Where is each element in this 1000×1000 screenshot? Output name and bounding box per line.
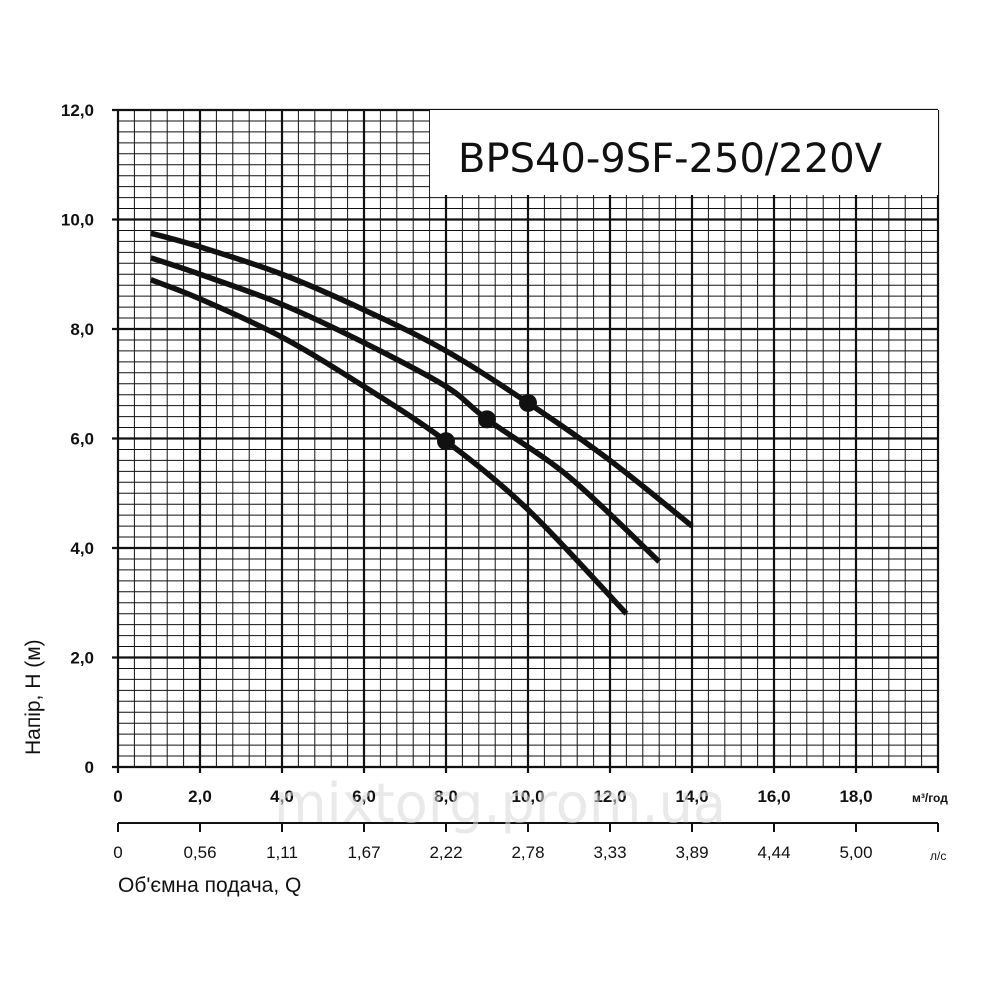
x-tick-label: 10,0	[511, 787, 544, 806]
x-tick-label: 4,0	[270, 787, 294, 806]
x2-tick-label: 3,89	[675, 843, 708, 862]
x2-unit-label: л/с	[930, 849, 946, 863]
secondary-x-axis	[117, 822, 939, 832]
curves	[149, 230, 694, 616]
x2-tick-label: 1,11	[266, 843, 298, 862]
chart-title: BPS40-9SF-250/220V	[458, 136, 883, 182]
y-tick-label: 0	[85, 758, 94, 777]
x-tick-label: 18,0	[839, 787, 872, 806]
operating-point-1	[519, 393, 537, 412]
y-tick-label: 8,0	[70, 320, 94, 339]
y-axis-title: Напір, Н (м)	[22, 639, 45, 755]
x-tick-label: 0	[113, 787, 122, 806]
x2-tick-label: 5,00	[839, 843, 872, 862]
x-unit-label: м³/год	[912, 791, 948, 805]
x-tick-label: 6,0	[352, 787, 376, 806]
x2-tick-label: 2,22	[429, 843, 462, 862]
y-tick-label: 2,0	[70, 649, 94, 668]
x2-tick-label: 1,67	[347, 843, 380, 862]
x2-tick-label: 4,44	[757, 843, 790, 862]
x-tick-label: 14,0	[675, 787, 708, 806]
series-line-3	[149, 277, 629, 616]
y-tick-label: 4,0	[70, 539, 94, 558]
y-tick-label: 6,0	[70, 430, 94, 449]
x2-tick-label: 3,33	[593, 843, 626, 862]
operating-point-3	[437, 432, 455, 451]
x-axis-title: Об'ємна подача, Q	[118, 874, 301, 897]
operating-point-2	[478, 410, 496, 429]
y-tick-label: 12,0	[61, 101, 94, 120]
x2-tick-label: 0	[113, 843, 122, 862]
x-tick-label: 12,0	[593, 787, 626, 806]
major-grid	[112, 108, 940, 773]
x-tick-label: 8,0	[434, 787, 458, 806]
title-box	[430, 110, 938, 195]
x2-tick-label: 0,56	[183, 843, 216, 862]
series-line-1	[150, 230, 694, 529]
y-tick-label: 10,0	[61, 211, 94, 230]
x2-tick-labels: 0 0,56 1,11 1,67 2,22 2,78 3,33 3,89 4,44 5,00	[113, 843, 872, 862]
watermark: mixtorg.prom.ua	[274, 772, 726, 835]
y-tick-labels: 0 2,0 4,0 6,0 8,0 10,0 12,0	[61, 101, 94, 777]
x-tick-labels: 0 2,0 4,0 6,0 8,0 10,0 12,0 14,0 16,0 18,0	[113, 787, 872, 806]
x2-tick-label: 2,78	[511, 843, 544, 862]
series-line-2	[149, 255, 662, 564]
x-tick-label: 2,0	[188, 787, 212, 806]
x-tick-label: 16,0	[757, 787, 790, 806]
